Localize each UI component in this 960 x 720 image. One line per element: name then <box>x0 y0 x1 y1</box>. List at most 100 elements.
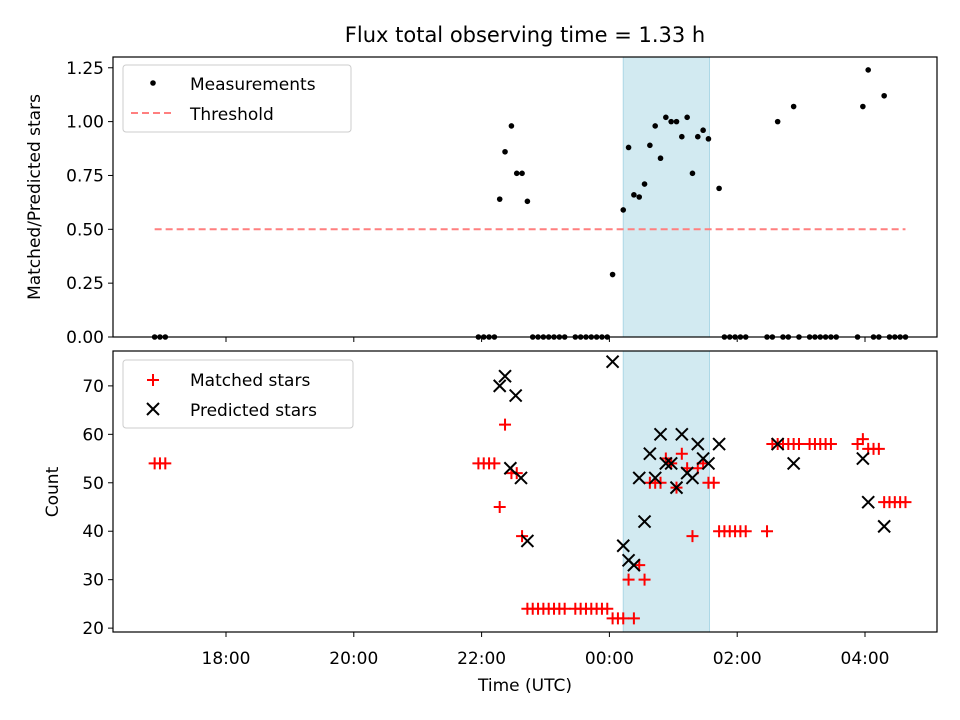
counts-panel-highlight-span <box>622 350 711 633</box>
predicted-stars-point <box>675 427 689 442</box>
predicted-stars-point <box>520 534 535 548</box>
predicted-stars-point <box>643 447 657 461</box>
measurement-point <box>774 118 781 125</box>
matched-stars-point <box>872 442 885 455</box>
matched-stars-point <box>601 602 614 615</box>
matched-stars-point <box>493 501 506 514</box>
y-tick-label: 60 <box>82 425 104 445</box>
matched-stars-point <box>622 573 635 586</box>
matched-stars-point <box>638 573 651 586</box>
measurement-point <box>679 133 685 140</box>
y-tick-label: 50 <box>82 474 104 494</box>
legend-label-threshold: Threshold <box>189 105 274 125</box>
measurement-point <box>694 133 701 140</box>
ratio-legend: Measurements Threshold <box>122 64 352 133</box>
predicted-stars-point <box>492 379 507 393</box>
y-tick-label: 0.25 <box>66 274 104 294</box>
legend-label-measurements: Measurements <box>190 75 316 95</box>
matched-stars-point <box>617 612 630 625</box>
predicted-stars-point <box>856 451 870 466</box>
y-tick-label: 0.50 <box>66 220 104 240</box>
x-tick-label: 00:00 <box>585 649 634 669</box>
measurement-point <box>636 194 643 200</box>
legend-marker-dot <box>150 80 156 86</box>
matched-stars-point <box>707 476 720 489</box>
predicted-stars-point <box>498 369 512 383</box>
matched-stars-point <box>856 433 869 446</box>
y-tick-label: 40 <box>82 522 104 542</box>
matched-stars-point <box>824 438 837 451</box>
x-axis-label: Time (UTC) <box>477 676 572 696</box>
measurement-point <box>625 144 632 151</box>
measurement-point <box>668 118 674 125</box>
measurement-point <box>524 198 531 205</box>
predicted-stars-point <box>514 471 528 485</box>
predicted-stars-point <box>877 519 891 534</box>
y-tick-label: 30 <box>82 571 104 591</box>
x-tick-label: 20:00 <box>329 649 378 669</box>
ratio-panel-frame <box>112 56 938 338</box>
predicted-stars-point <box>508 388 523 403</box>
matched-stars-point <box>686 530 699 543</box>
y-tick-label: 0.75 <box>66 166 104 186</box>
predicted-stars-point <box>664 456 678 471</box>
legend-label-predicted: Predicted stars <box>190 401 317 421</box>
x-tick-label: 02:00 <box>713 649 762 669</box>
predicted-stars-point <box>653 427 668 442</box>
measurement-point <box>865 67 871 73</box>
matched-stars-point <box>499 418 512 431</box>
matched-stars-point <box>675 447 688 460</box>
measurement-point <box>620 207 627 213</box>
predicted-stars-point <box>685 471 700 485</box>
measurement-point <box>881 92 887 99</box>
predicted-stars-point <box>616 539 630 553</box>
measurement-point <box>513 170 520 177</box>
counts-panel-ylabel: Count <box>43 466 63 517</box>
predicted-stars-point <box>637 514 652 529</box>
y-tick-label: 20 <box>82 619 104 639</box>
x-tick-label: 22:00 <box>457 649 506 669</box>
measurement-point <box>631 192 637 198</box>
measurement-point <box>790 103 797 110</box>
matched-stars-point <box>792 438 805 451</box>
matched-stars-point <box>488 457 501 470</box>
measurement-point <box>519 170 525 177</box>
predicted-stars-point <box>861 495 875 509</box>
measurement-point <box>663 114 669 121</box>
legend-label-matched: Matched stars <box>190 371 310 391</box>
x-tick-label: 18:00 <box>202 649 251 669</box>
predicted-stars-point <box>659 456 673 471</box>
measurement-point <box>860 103 866 110</box>
predicted-stars-point <box>669 480 684 495</box>
measurement-point <box>641 181 648 187</box>
predicted-stars-point <box>632 471 646 485</box>
measurement-point <box>716 185 722 192</box>
measurement-point <box>496 196 503 202</box>
counts-legend: Matched stars Predicted stars <box>122 359 354 429</box>
predicted-stars-point <box>786 456 801 471</box>
legend-marker-x <box>146 402 160 416</box>
predicted-stars-point <box>648 471 662 485</box>
matched-stars-point <box>558 602 571 615</box>
predicted-stars-point <box>503 461 518 475</box>
chart-title: Flux total observing time = 1.33 h <box>345 23 705 47</box>
measurement-point <box>652 123 658 129</box>
y-tick-label: 70 <box>82 377 104 397</box>
measurement-point <box>647 142 653 149</box>
measurement-point <box>689 170 696 177</box>
measurement-point <box>684 114 690 121</box>
measurement-point <box>609 271 616 278</box>
measurement-point <box>705 136 712 142</box>
ratio-panel: 0.00 0.25 0.50 0.75 1.00 1.25 Matched/Predict… <box>25 56 938 348</box>
predicted-stars-point <box>701 456 716 471</box>
matched-stars-point <box>627 612 640 625</box>
predicted-stars-point <box>627 558 641 572</box>
counts-panel: 20 30 40 50 60 70 Count Matched stars Predict… <box>43 350 938 639</box>
y-tick-label: 0.00 <box>66 328 104 348</box>
matched-stars-point <box>761 525 774 538</box>
legend-marker-plus <box>147 374 159 386</box>
predicted-stars-point <box>691 437 705 451</box>
measurement-point <box>502 148 508 155</box>
measurement-point <box>673 118 680 125</box>
